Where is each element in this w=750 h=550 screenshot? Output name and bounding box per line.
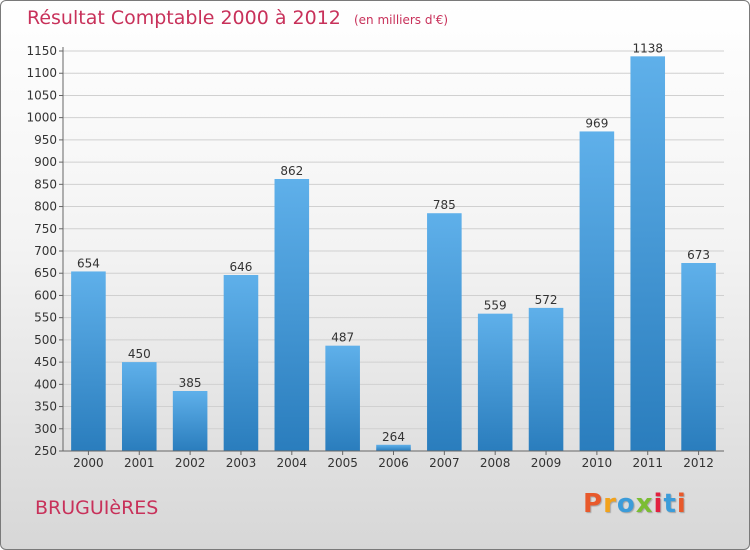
y-tick-label: 600: [34, 288, 57, 302]
y-tick-label: 850: [34, 177, 57, 191]
data-label: 1138: [632, 41, 663, 55]
y-tick-label: 750: [34, 222, 57, 236]
data-label: 559: [484, 299, 507, 313]
x-tick-label: 2002: [175, 456, 206, 470]
logo-letter: o: [616, 489, 636, 519]
data-label: 969: [585, 116, 608, 130]
x-tick-label: 2008: [480, 456, 511, 470]
commune-name: BRUGUIèRES: [35, 497, 159, 519]
bar-2009: [528, 307, 564, 451]
x-tick-label: 2007: [429, 456, 460, 470]
bar-2000: [71, 271, 106, 451]
x-tick-label: 2001: [124, 456, 155, 470]
x-tick-label: 2003: [226, 456, 257, 470]
data-label: 572: [535, 293, 558, 307]
data-label: 487: [331, 331, 354, 345]
x-tick-label: 2012: [683, 456, 714, 470]
bar-2011: [630, 56, 666, 451]
grid-lines: [63, 50, 724, 452]
title-row: Résultat Comptable 2000 à 2012 (en milli…: [27, 7, 448, 29]
bar-2003: [223, 275, 259, 451]
y-tick-label: 950: [34, 133, 57, 147]
bar-2002: [172, 391, 208, 451]
data-label: 654: [77, 256, 100, 270]
y-tick-label: 650: [34, 266, 57, 280]
x-tick-label: 2011: [632, 456, 663, 470]
data-label: 673: [687, 248, 710, 262]
y-tick-label: 900: [34, 155, 57, 169]
bars: 654 450 385 646 862 487 264 785 559 572 969 1138 673: [71, 41, 716, 451]
data-label: 862: [280, 164, 303, 178]
bar-2012: [681, 263, 716, 451]
bar-2010: [579, 131, 615, 451]
y-tick-label: 550: [34, 311, 57, 325]
x-tick-label: 2009: [531, 456, 562, 470]
bar-2005: [325, 345, 360, 451]
logo-letter: i: [653, 489, 664, 519]
x-tick-label: 2004: [277, 456, 308, 470]
data-label: 385: [179, 376, 202, 390]
x-tick-label: 2000: [73, 456, 104, 470]
data-label: 785: [433, 198, 456, 212]
data-label: 450: [128, 347, 151, 361]
bar-2008: [477, 313, 513, 451]
logo-letter: r: [603, 489, 617, 519]
chart-title: Résultat Comptable 2000 à 2012: [27, 7, 341, 29]
y-tick-label: 1050: [26, 88, 57, 102]
y-tick-label: 250: [34, 444, 57, 458]
y-tick-label: 700: [34, 244, 57, 258]
proxiti-logo: Proxiti: [583, 489, 687, 519]
y-tick-label: 1000: [26, 111, 57, 125]
data-label: 264: [382, 430, 405, 444]
bar-2001: [121, 362, 157, 451]
y-tick-label: 450: [34, 355, 57, 369]
chart-subtitle: (en milliers d'€): [353, 13, 449, 27]
x-tick-label: 2005: [327, 456, 358, 470]
y-tick-label: 1150: [26, 44, 57, 58]
bar-2004: [274, 179, 310, 451]
bar-2007: [427, 213, 462, 451]
x-tick-label: 2010: [582, 456, 613, 470]
data-label: 646: [230, 260, 253, 274]
logo-letter: i: [676, 489, 687, 519]
logo-letter: t: [663, 489, 677, 519]
logo-letter: P: [583, 489, 604, 519]
y-tick-label: 800: [34, 200, 57, 214]
y-tick-label: 300: [34, 422, 57, 436]
y-tick-label: 400: [34, 377, 57, 391]
logo-letter: x: [635, 489, 654, 519]
axes: 250 300 350 400 450 500 550 600 650 700 750 800 850 9…: [26, 44, 724, 470]
x-tick-label: 2006: [378, 456, 409, 470]
bar-2006: [376, 444, 411, 451]
y-tick-label: 500: [34, 333, 57, 347]
y-tick-label: 1100: [26, 66, 57, 80]
y-tick-label: 350: [34, 400, 57, 414]
